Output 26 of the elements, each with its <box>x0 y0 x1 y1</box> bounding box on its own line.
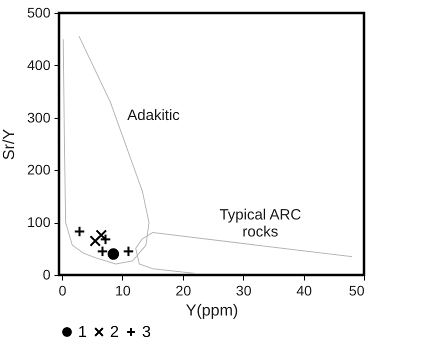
annotation: Adakitic <box>127 107 180 124</box>
point <box>96 246 108 258</box>
y-tick-label: 200 <box>27 162 51 178</box>
y-tick-label: 0 <box>42 266 51 282</box>
legend-label: 3 <box>142 324 151 341</box>
x-tick-label: 0 <box>58 282 67 298</box>
point <box>89 235 101 247</box>
point <box>100 234 112 246</box>
point <box>108 248 120 260</box>
legend-label: 2 <box>110 324 119 341</box>
x-tick-label: 30 <box>236 282 252 298</box>
annotation: Typical ARC rocks <box>219 206 302 241</box>
y-tick-label: 400 <box>27 56 51 73</box>
point <box>96 229 108 241</box>
x-tick-label: 20 <box>176 282 192 298</box>
x-tick-label: 10 <box>115 282 131 298</box>
x-axis-title: Y(ppm) <box>186 302 238 320</box>
x-tick-label: 40 <box>296 282 312 298</box>
point <box>122 246 134 258</box>
legend-label: 1 <box>78 324 87 341</box>
x-tick-label: 50 <box>348 282 365 298</box>
point <box>74 226 86 238</box>
y-tick-label: 500 <box>27 4 51 20</box>
y-axis-title: Sr/Y <box>1 128 18 160</box>
y-tick-label: 300 <box>27 109 51 126</box>
y-tick-label: 100 <box>27 214 51 230</box>
